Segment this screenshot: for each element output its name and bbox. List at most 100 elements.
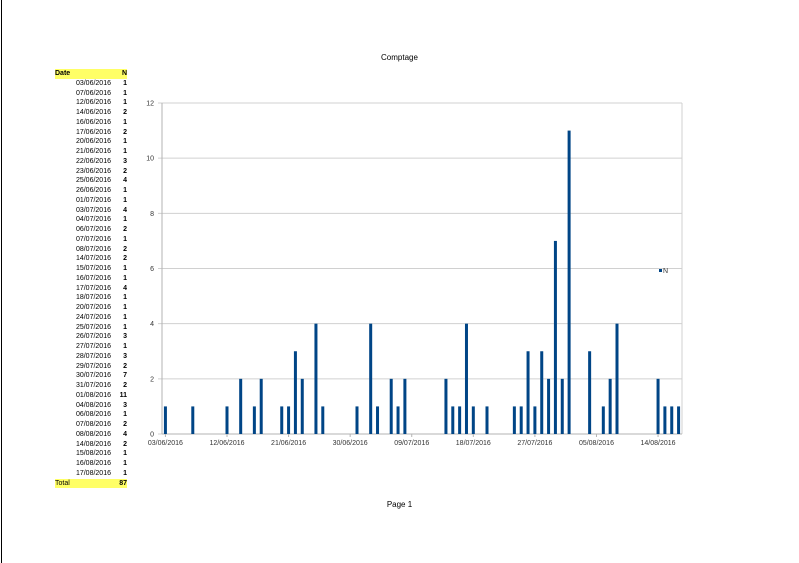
table-row: 07/08/2016 2 — [55, 420, 127, 430]
count-cell: 4 — [123, 206, 127, 214]
count-cell: 7 — [123, 372, 127, 380]
bar — [656, 378, 660, 434]
count-cell: 1 — [123, 469, 127, 477]
count-cell: 1 — [123, 235, 127, 243]
count-cell: 1 — [123, 343, 127, 350]
table-row: 20/07/2016 1 — [55, 303, 127, 313]
count-cell: 1 — [123, 313, 127, 321]
date-cell: 17/07/2016 — [75, 284, 111, 292]
bar — [601, 406, 605, 434]
count-cell: 3 — [123, 352, 127, 360]
page-footer: Page 1 — [386, 500, 413, 509]
date-cell: 16/07/2016 — [75, 274, 111, 282]
count-cell: 3 — [123, 333, 127, 341]
table-row: 18/07/2016 1 — [55, 293, 127, 303]
count-cell: 3 — [123, 157, 127, 165]
bar — [259, 378, 263, 434]
table-total-row: Total 87 — [55, 478, 127, 489]
table-row: 04/07/2016 1 — [55, 215, 127, 225]
table-row: 14/06/2016 2 — [55, 108, 127, 118]
count-cell: 1 — [123, 89, 127, 97]
y-tick-label: 8 — [150, 211, 154, 218]
x-tick-label: 05/08/2016 — [579, 440, 614, 447]
legend-label: N — [663, 268, 668, 275]
table-row: 07/06/2016 1 — [55, 89, 127, 99]
x-tick-label: 27/07/2016 — [517, 440, 552, 447]
date-cell: 14/07/2016 — [75, 255, 111, 263]
count-cell: 3 — [123, 401, 127, 409]
count-cell: 2 — [123, 167, 127, 175]
table-row: 03/06/2016 1 — [55, 79, 127, 89]
count-cell: 1 — [123, 304, 127, 311]
data-table: Date N 03/06/2016 1 07/06/2016 1 12/06/2016 1 14… — [55, 69, 127, 489]
table-row: 22/06/2016 3 — [55, 157, 127, 167]
count-cell: 1 — [123, 265, 127, 272]
count-cell: 1 — [123, 216, 127, 224]
bar — [608, 378, 612, 434]
count-cell: 1 — [123, 196, 127, 204]
date-cell: 20/06/2016 — [75, 138, 111, 146]
date-cell: 30/07/2016 — [75, 372, 111, 380]
table-row: 29/07/2016 2 — [55, 362, 127, 372]
table-row: 06/08/2016 1 — [55, 410, 127, 420]
bar — [321, 406, 325, 434]
date-cell: 04/08/2016 — [75, 401, 111, 409]
bar — [464, 323, 468, 434]
count-cell: 2 — [123, 421, 127, 428]
count-cell: 1 — [123, 187, 127, 194]
bar — [355, 406, 359, 434]
legend-swatch — [659, 269, 662, 272]
count-cell: 4 — [123, 284, 127, 292]
count-cell: N — [115, 69, 127, 79]
table-row: 25/06/2016 4 — [55, 176, 127, 186]
table-row: 08/08/2016 4 — [55, 430, 127, 440]
table-row: 01/08/2016 11 — [55, 391, 127, 401]
count-cell: 1 — [123, 460, 127, 467]
count-cell: 2 — [123, 255, 127, 263]
date-cell: 27/07/2016 — [75, 343, 111, 350]
count-cell: 4 — [123, 177, 127, 185]
bar — [663, 406, 667, 434]
table-row: 03/07/2016 4 — [55, 206, 127, 216]
date-cell: 08/07/2016 — [75, 245, 111, 253]
y-tick-label: 2 — [150, 376, 154, 383]
table-row: 16/07/2016 1 — [55, 274, 127, 284]
table-header: Date N — [55, 69, 127, 79]
date-cell: 04/07/2016 — [75, 216, 111, 224]
date-cell: 16/06/2016 — [75, 118, 111, 126]
bar — [560, 378, 564, 434]
bar — [396, 406, 400, 434]
date-cell: 17/08/2016 — [75, 469, 111, 477]
bar — [444, 378, 448, 434]
bar — [526, 351, 530, 434]
bar — [252, 406, 256, 434]
bar — [458, 406, 462, 434]
date-cell: 22/06/2016 — [75, 157, 111, 165]
bar — [670, 406, 674, 434]
table-row: 30/07/2016 7 — [55, 371, 127, 381]
count-cell: 4 — [123, 430, 127, 438]
table-row: 28/07/2016 3 — [55, 352, 127, 362]
date-cell: 31/07/2016 — [75, 382, 111, 389]
date-cell: 01/08/2016 — [75, 391, 111, 399]
date-cell: 26/07/2016 — [75, 333, 111, 341]
bar — [485, 406, 489, 434]
x-tick-label: 12/06/2016 — [209, 440, 244, 447]
table-row: 20/06/2016 1 — [55, 137, 127, 147]
count-cell: 2 — [123, 382, 127, 389]
table-row: 26/07/2016 3 — [55, 332, 127, 342]
date-cell: 07/06/2016 — [75, 89, 111, 97]
count-cell: 2 — [123, 109, 127, 116]
date-cell: 18/07/2016 — [75, 294, 111, 302]
table-row: 04/08/2016 3 — [55, 401, 127, 411]
count-cell: 1 — [123, 450, 127, 458]
bar — [280, 406, 284, 434]
date-cell: 14/08/2016 — [75, 440, 111, 448]
date-cell: 06/08/2016 — [75, 411, 111, 419]
date-cell: 03/06/2016 — [75, 79, 111, 87]
table-row: 17/06/2016 2 — [55, 128, 127, 138]
date-cell: 12/06/2016 — [75, 99, 111, 107]
y-tick-label: 0 — [150, 432, 154, 439]
date-cell: 15/07/2016 — [75, 265, 111, 272]
